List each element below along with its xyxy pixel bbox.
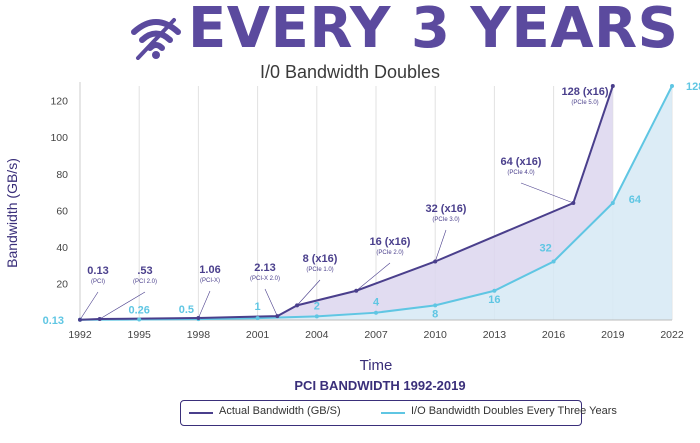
leader-line — [79, 291, 99, 320]
data-label-doubling: 8 — [432, 308, 438, 320]
leader-line — [434, 229, 447, 262]
data-point-doubling — [137, 317, 142, 322]
data-label-doubling: 4 — [373, 297, 380, 309]
data-point-doubling — [670, 84, 674, 88]
data-point-doubling — [374, 310, 378, 315]
x-axis-label: Time — [360, 357, 393, 374]
leader-line — [264, 288, 278, 317]
data-point-actual — [610, 84, 615, 88]
data-sublabel-actual: (PCIe 5.0) — [571, 100, 598, 106]
chart-subtitle: I/0 Bandwidth Doubles — [259, 62, 441, 82]
data-sublabel-actual: (PCI 2.0) — [133, 279, 157, 285]
y-tick-label: 120 — [50, 96, 68, 108]
bandwidth-chart: 1992 1995 1998 2001 2004 2007 2010 2013 2016 2019… — [4, 81, 700, 393]
x-tick-label: 1998 — [187, 329, 211, 341]
data-label-actual: 32 (x16) — [426, 203, 467, 215]
data-label-doubling: 1 — [255, 301, 261, 313]
headline: EVERY 3 YEARS — [0, 0, 700, 64]
data-label-doubling: 32 — [539, 243, 551, 255]
x-tick-label: 2010 — [424, 329, 448, 341]
data-label-doubling: 0.26 — [128, 305, 149, 317]
data-label-doubling: 0.13 — [43, 315, 64, 327]
area-doubling — [80, 86, 672, 320]
data-sublabel-actual: (PCI) — [91, 279, 105, 285]
data-point-doubling — [314, 314, 319, 319]
y-axis-label: Bandwidth (GB/s) — [4, 158, 20, 268]
data-label-actual: 8 (x16) — [303, 253, 338, 265]
x-tick-label: 2004 — [305, 329, 329, 341]
data-point-doubling — [492, 288, 497, 293]
data-sublabel-actual: (PCIe 1.0) — [306, 267, 333, 273]
chart-title: PCI BANDWIDTH 1992-2019 — [294, 378, 465, 393]
x-tick-label: 2013 — [483, 329, 507, 341]
y-tick-label: 60 — [56, 205, 68, 217]
data-sublabel-actual: (PCI-X) — [200, 278, 220, 284]
x-tick-label: 2019 — [601, 329, 625, 341]
y-tick-label: 20 — [56, 278, 68, 290]
legend-label-doubling: I/O Bandwidth Doubles Every Three Years — [411, 405, 617, 417]
data-sublabel-actual: (PCIe 3.0) — [432, 217, 459, 223]
data-label-actual: 0.13 — [87, 265, 108, 277]
wifi-icon — [131, 18, 181, 60]
y-tick-label: 100 — [50, 132, 68, 144]
data-label-actual: 16 (x16) — [370, 236, 411, 248]
data-label-actual: .53 — [137, 265, 152, 277]
headline-title: EVERY 3 YEARS — [188, 0, 679, 61]
chart-legend: Actual Bandwidth (GB/S) I/O Bandwidth Do… — [180, 400, 617, 426]
leader-line — [356, 262, 391, 291]
x-tick-label: 2016 — [542, 329, 566, 341]
legend-swatch-doubling — [381, 412, 405, 414]
y-tick-label: 80 — [56, 169, 68, 181]
x-tick-label: 2022 — [660, 329, 684, 341]
data-point-doubling — [255, 316, 260, 321]
data-label-actual: 1.06 — [199, 264, 220, 276]
data-label-actual: 2.13 — [254, 262, 275, 274]
data-label-actual: 128 (x16) — [561, 86, 608, 98]
leader-line — [520, 182, 574, 204]
data-label-doubling: 64 — [629, 194, 642, 206]
data-label-doubling: 16 — [488, 294, 500, 306]
data-point-doubling — [433, 303, 438, 308]
data-label-actual: 64 (x16) — [501, 156, 542, 168]
y-tick-label: 40 — [56, 242, 68, 254]
data-sublabel-actual: (PCIe 2.0) — [376, 250, 403, 256]
data-label-doubling: 128 — [686, 81, 700, 93]
data-label-doubling: 2 — [314, 300, 320, 312]
legend-swatch-actual — [189, 412, 213, 414]
x-tick-label: 1992 — [68, 329, 92, 341]
data-point-doubling — [610, 201, 615, 205]
data-sublabel-actual: (PCIe 4.0) — [507, 170, 534, 176]
x-tick-label: 2001 — [246, 329, 270, 341]
data-point-doubling — [551, 259, 556, 264]
leader-line — [99, 291, 146, 320]
data-label-doubling: 0.5 — [179, 304, 194, 316]
leader-line — [296, 279, 321, 306]
area-actual — [80, 86, 613, 320]
leader-line — [198, 290, 211, 319]
data-sublabel-actual: (PCI-X 2.0) — [250, 276, 280, 282]
x-tick-label: 1995 — [128, 329, 152, 341]
legend-label-actual: Actual Bandwidth (GB/S) — [219, 405, 341, 417]
x-tick-label: 2007 — [364, 329, 388, 341]
